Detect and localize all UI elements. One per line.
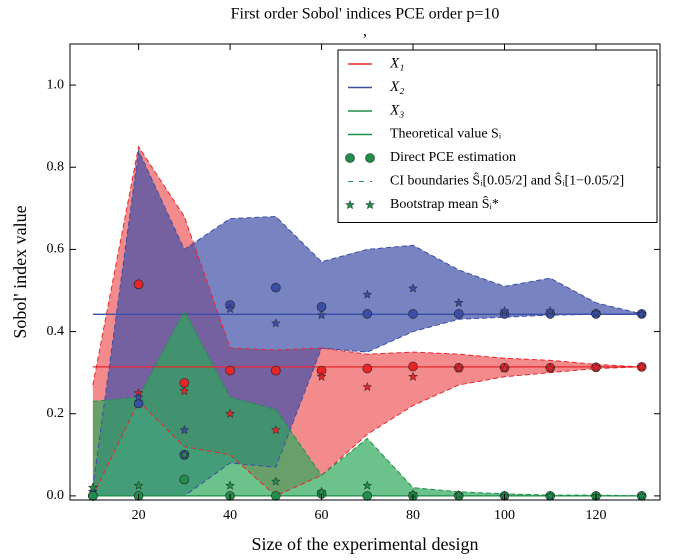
bootstrap-star — [636, 490, 647, 501]
legend-label: Bootstrap mean Ŝᵢ* — [390, 195, 499, 212]
bootstrap-star — [636, 361, 647, 372]
legend-label: CI boundaries Ŝᵢ[0.05/2] and Ŝᵢ[1−0.05/2… — [390, 172, 624, 189]
bootstrap-star — [453, 363, 464, 373]
bootstrap-star — [499, 363, 510, 373]
legend-label: X₂ — [389, 79, 404, 95]
x-tick-label: 20 — [132, 508, 146, 523]
legend-box — [337, 49, 658, 223]
bootstrap-star — [225, 480, 236, 490]
ci-boundary — [92, 366, 642, 497]
pce-point — [271, 365, 281, 376]
bootstrap-star — [545, 490, 556, 501]
bootstrap-star — [133, 392, 144, 402]
bootstrap-star — [453, 489, 464, 499]
legend-label: Theoretical value Sᵢ — [390, 127, 502, 142]
bootstrap-star — [316, 309, 327, 320]
chart-title: First order Sobol' indices PCE order p=1… — [231, 6, 500, 23]
bootstrap-star — [545, 305, 556, 316]
bootstrap-star — [591, 307, 601, 318]
x-tick-label: 60 — [315, 508, 329, 523]
bootstrap-star — [362, 289, 373, 299]
legend-label: X₃ — [389, 102, 404, 118]
bootstrap-star — [545, 363, 556, 373]
pce-point — [271, 282, 281, 293]
y-tick-label: 0.4 — [47, 324, 65, 339]
pce-point — [271, 491, 281, 501]
bootstrap-star — [316, 371, 327, 381]
pce-point — [453, 309, 464, 319]
ci-boundary — [92, 149, 642, 488]
bootstrap-star — [225, 303, 236, 314]
legend-circle — [345, 153, 355, 163]
pce-point — [179, 474, 190, 485]
pce-point — [225, 365, 235, 376]
bootstrap-star — [453, 297, 464, 308]
bootstrap-star — [179, 424, 190, 435]
x-axis-label: Size of the experimental design — [252, 534, 479, 554]
bootstrap-star — [591, 362, 601, 372]
bootstrap-star — [179, 449, 190, 460]
y-tick-label: 0.0 — [47, 488, 65, 503]
bootstrap-star — [133, 480, 144, 490]
bootstrap-star — [499, 305, 510, 316]
bootstrap-star — [270, 476, 281, 486]
bootstrap-star — [316, 486, 327, 496]
pce-point — [362, 309, 373, 319]
legend-circle — [365, 153, 375, 163]
legend-star — [345, 199, 355, 210]
bootstrap-star — [408, 283, 418, 293]
pce-point — [88, 491, 98, 501]
legend-label: X₁ — [389, 55, 404, 71]
legend-label: Direct PCE estimation — [390, 150, 516, 165]
plot-frame — [69, 43, 661, 501]
bootstrap-star — [87, 482, 98, 492]
chart-subtitle: , — [363, 23, 367, 40]
bootstrap-star — [179, 385, 190, 396]
pce-point — [362, 363, 373, 374]
ci-boundary — [92, 145, 642, 386]
ci-band — [92, 311, 642, 496]
pce-point — [408, 309, 418, 319]
bootstrap-star — [362, 480, 373, 490]
x-tick-label: 100 — [494, 508, 515, 523]
bootstrap-star — [270, 318, 281, 328]
pce-point — [362, 491, 373, 501]
x-tick-label: 120 — [585, 508, 606, 523]
pce-point — [133, 398, 144, 409]
bootstrap-star — [362, 381, 373, 392]
legend-star — [365, 199, 375, 210]
y-tick-label: 0.8 — [47, 159, 65, 174]
x-tick-label: 80 — [406, 508, 420, 523]
bootstrap-star — [408, 371, 418, 381]
pce-point — [133, 279, 144, 290]
bootstrap-star — [225, 408, 236, 418]
bootstrap-star — [636, 308, 647, 319]
bootstrap-star — [270, 424, 281, 435]
y-tick-label: 0.6 — [47, 242, 65, 257]
y-tick-label: 1.0 — [47, 77, 65, 92]
pce-point — [408, 361, 418, 372]
y-tick-label: 0.2 — [47, 406, 65, 421]
x-tick-label: 40 — [223, 508, 237, 523]
y-axis-label: Sobol' index value — [10, 205, 30, 338]
